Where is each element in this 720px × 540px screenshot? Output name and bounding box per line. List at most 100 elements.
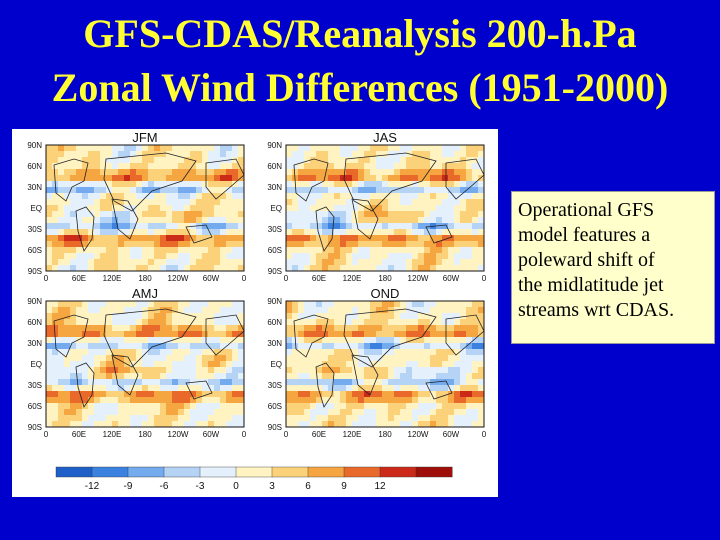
map-cell: [166, 229, 173, 236]
map-cell: [448, 205, 455, 212]
map-cell: [196, 337, 203, 344]
map-cell: [100, 163, 107, 170]
map-cell: [202, 385, 209, 392]
map-cell: [130, 367, 137, 374]
map-cell: [82, 259, 89, 266]
map-cell: [430, 193, 437, 200]
map-cell: [382, 349, 389, 356]
map-cell: [448, 385, 455, 392]
map-frame: [45, 144, 245, 272]
map-cell: [316, 343, 323, 350]
map-cell: [346, 265, 353, 272]
map-cell: [466, 307, 473, 314]
map-cell: [376, 313, 383, 320]
colorbar-swatch: [235, 466, 273, 478]
map-cell: [310, 247, 317, 254]
map-cell: [358, 163, 365, 170]
map-cell: [184, 403, 191, 410]
map-cell: [286, 415, 293, 422]
map-cell: [466, 235, 473, 242]
map-cell: [472, 301, 479, 308]
map-cell: [166, 199, 173, 206]
map-cell: [160, 385, 167, 392]
map-cell: [328, 361, 335, 368]
map-cell: [322, 355, 329, 362]
map-cell: [460, 151, 467, 158]
map-cell: [160, 349, 167, 356]
map-cell: [160, 253, 167, 260]
map-cell: [454, 409, 461, 416]
map-cell: [46, 307, 53, 314]
map-cell: [316, 223, 323, 230]
map-cell: [436, 175, 443, 182]
map-cell: [412, 217, 419, 224]
map-cell: [364, 373, 371, 380]
map-cell: [184, 265, 191, 272]
map-cell: [70, 259, 77, 266]
map-cell: [370, 157, 377, 164]
map-cell: [382, 415, 389, 422]
map-cell: [58, 307, 65, 314]
map-cell: [364, 211, 371, 218]
map-cell: [430, 163, 437, 170]
map-cell: [424, 187, 431, 194]
map-cell: [292, 355, 299, 362]
map-cell: [220, 163, 227, 170]
map-cell: [190, 421, 197, 428]
map-cell: [148, 331, 155, 338]
map-cell: [208, 313, 215, 320]
map-cell: [94, 331, 101, 338]
map-cell: [172, 223, 179, 230]
map-cell: [436, 415, 443, 422]
note-line: Operational GFS: [518, 199, 655, 221]
map-cell: [202, 211, 209, 218]
map-cell: [70, 421, 77, 428]
map-cell: [166, 259, 173, 266]
map-cell: [136, 301, 143, 308]
map-cell: [172, 373, 179, 380]
map-cell: [478, 163, 485, 170]
map-cell: [88, 193, 95, 200]
map-cell: [418, 229, 425, 236]
map-cell: [370, 391, 377, 398]
map-cell: [58, 319, 65, 326]
map-cell: [400, 205, 407, 212]
map-cell: [88, 163, 95, 170]
map-cell: [130, 217, 137, 224]
map-cell: [358, 301, 365, 308]
map-cell: [208, 421, 215, 428]
map-cell: [460, 361, 467, 368]
map-cell: [160, 223, 167, 230]
map-cell: [346, 409, 353, 416]
map-cell: [388, 145, 395, 152]
map-cell: [196, 247, 203, 254]
map-cell: [424, 307, 431, 314]
map-cell: [184, 181, 191, 188]
map-cell: [82, 241, 89, 248]
map-cell: [190, 211, 197, 218]
map-cell: [172, 361, 179, 368]
map-cell: [154, 223, 161, 230]
map-cell: [328, 373, 335, 380]
map-cell: [58, 253, 65, 260]
map-cell: [238, 379, 245, 386]
map-cell: [232, 211, 239, 218]
map-cell: [442, 301, 449, 308]
map-cell: [292, 217, 299, 224]
map-cell: [382, 157, 389, 164]
map-cell: [46, 211, 53, 218]
map-cell: [52, 361, 59, 368]
map-cell: [118, 361, 125, 368]
map-cell: [160, 373, 167, 380]
map-cell: [226, 253, 233, 260]
map-cell: [328, 415, 335, 422]
map-cell: [310, 301, 317, 308]
map-cell: [226, 409, 233, 416]
map-cell: [58, 349, 65, 356]
map-cell: [358, 331, 365, 338]
map-cell: [466, 415, 473, 422]
map-cell: [310, 151, 317, 158]
map-cell: [178, 367, 185, 374]
map-cell: [340, 217, 347, 224]
map-cell: [418, 397, 425, 404]
